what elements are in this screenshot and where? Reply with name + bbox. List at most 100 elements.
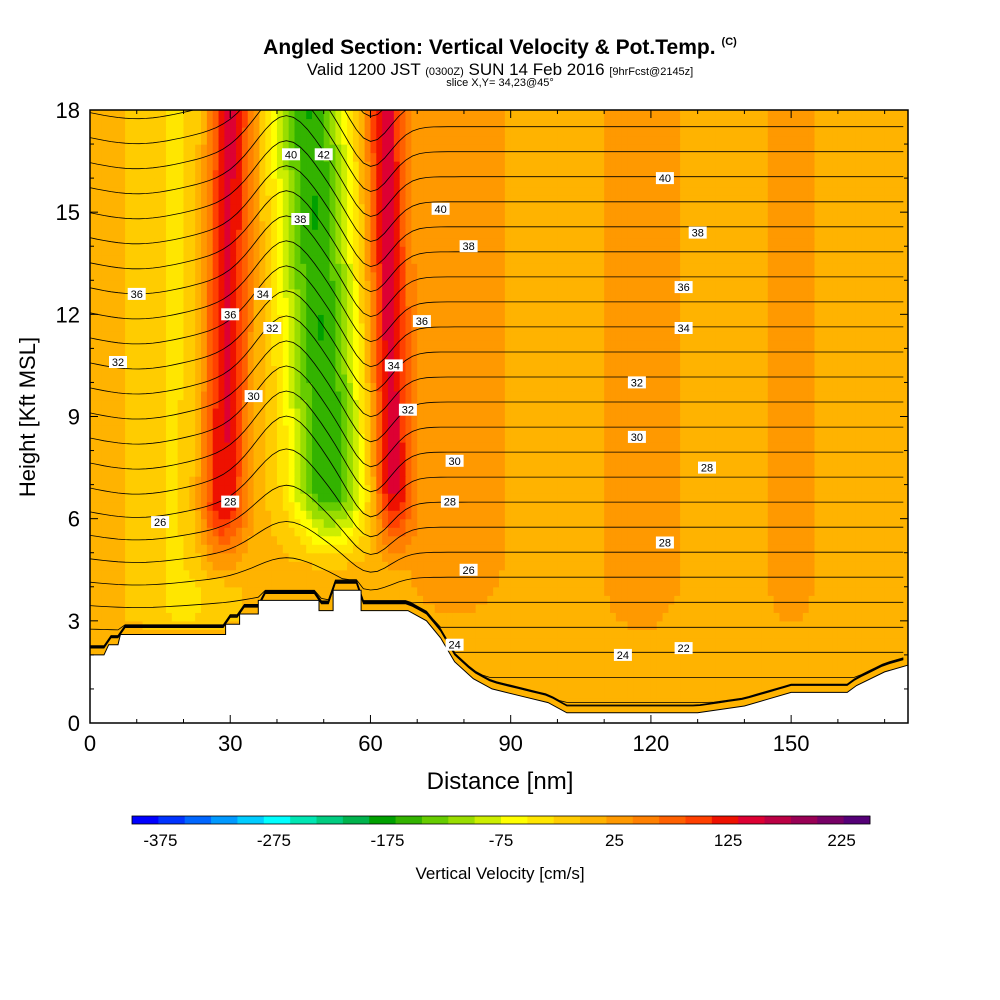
velocity-cell <box>574 459 582 469</box>
velocity-cell <box>849 595 857 605</box>
velocity-cell <box>610 705 617 716</box>
velocity-cell <box>721 569 728 579</box>
velocity-cell <box>493 416 500 426</box>
velocity-cell <box>469 527 477 537</box>
velocity-cell <box>761 620 769 630</box>
velocity-cell <box>808 433 816 443</box>
velocity-cell <box>160 552 167 562</box>
velocity-cell <box>750 697 757 707</box>
velocity-cell <box>843 654 851 664</box>
velocity-cell <box>475 484 483 494</box>
velocity-cell <box>872 637 880 647</box>
velocity-cell <box>499 493 506 503</box>
velocity-cell <box>761 629 769 639</box>
velocity-cell <box>236 450 243 460</box>
velocity-cell <box>370 433 377 443</box>
velocity-cell <box>867 603 874 613</box>
velocity-cell <box>463 476 471 486</box>
velocity-cell <box>189 425 196 435</box>
velocity-cell <box>557 578 564 588</box>
velocity-cell <box>610 671 617 682</box>
velocity-cell <box>294 425 301 435</box>
velocity-cell <box>119 518 126 528</box>
velocity-cell <box>738 527 745 537</box>
velocity-cell <box>843 544 851 554</box>
velocity-cell <box>201 510 208 520</box>
velocity-cell <box>434 544 442 554</box>
velocity-cell <box>586 620 594 630</box>
velocity-cell <box>300 561 307 571</box>
velocity-cell <box>639 544 646 554</box>
velocity-cell <box>826 527 833 537</box>
velocity-cell <box>271 450 278 460</box>
velocity-cell <box>574 416 582 426</box>
velocity-cell <box>271 493 278 503</box>
velocity-cell <box>761 663 769 673</box>
velocity-cell <box>323 442 331 452</box>
velocity-cell <box>218 518 225 528</box>
velocity-cell <box>312 501 319 511</box>
velocity-cell <box>645 450 652 460</box>
velocity-cell <box>849 527 857 537</box>
velocity-cell <box>645 620 652 630</box>
velocity-cell <box>796 433 804 443</box>
velocity-cell <box>171 629 179 639</box>
velocity-cell <box>434 433 442 443</box>
velocity-cell <box>896 433 903 443</box>
velocity-cell <box>855 552 862 562</box>
velocity-cell <box>90 425 97 435</box>
velocity-cell <box>557 535 564 545</box>
velocity-cell <box>884 637 892 647</box>
velocity-cell <box>317 442 325 452</box>
velocity-cell <box>107 586 114 596</box>
velocity-cell <box>90 535 97 545</box>
velocity-cell <box>539 442 547 452</box>
velocity-cell <box>347 442 354 452</box>
velocity-cell <box>709 442 716 452</box>
velocity-cell <box>107 467 114 477</box>
velocity-cell <box>814 620 821 630</box>
velocity-cell <box>697 527 705 537</box>
velocity-cell <box>598 510 605 520</box>
velocity-cell <box>878 561 886 571</box>
velocity-cell <box>165 467 173 477</box>
velocity-cell <box>253 544 261 554</box>
velocity-cell <box>148 484 155 494</box>
velocity-cell <box>837 586 845 596</box>
velocity-cell <box>656 629 664 639</box>
velocity-cell <box>288 416 296 426</box>
velocity-cell <box>750 527 757 537</box>
velocity-cell <box>195 544 202 554</box>
velocity-cell <box>428 552 436 562</box>
velocity-cell <box>738 629 745 639</box>
velocity-cell <box>680 663 687 673</box>
velocity-cell <box>528 552 535 562</box>
velocity-cell <box>171 535 179 545</box>
velocity-cell <box>814 603 821 613</box>
velocity-cell <box>715 578 722 588</box>
velocity-cell <box>195 501 202 511</box>
velocity-cell <box>744 654 751 664</box>
velocity-cell <box>890 535 897 545</box>
velocity-cell <box>896 544 903 554</box>
velocity-cell <box>627 425 634 435</box>
velocity-cell <box>387 493 395 503</box>
velocity-cell <box>709 569 716 579</box>
velocity-cell <box>796 450 804 460</box>
velocity-cell <box>715 425 722 435</box>
velocity-cell <box>744 680 751 690</box>
velocity-cell <box>294 459 301 469</box>
velocity-cell <box>335 569 342 579</box>
velocity-cell <box>265 433 272 443</box>
chart-title: Angled Section: Vertical Velocity & Pot.… <box>263 36 737 59</box>
velocity-cell <box>685 595 693 605</box>
velocity-cell <box>756 518 763 528</box>
velocity-cell <box>487 425 494 435</box>
velocity-cell <box>516 510 523 520</box>
velocity-cell <box>276 510 284 520</box>
velocity-cell <box>621 663 629 673</box>
velocity-cell <box>715 612 722 622</box>
velocity-cell <box>160 535 167 545</box>
velocity-cell <box>119 416 126 426</box>
velocity-cell <box>446 510 453 520</box>
